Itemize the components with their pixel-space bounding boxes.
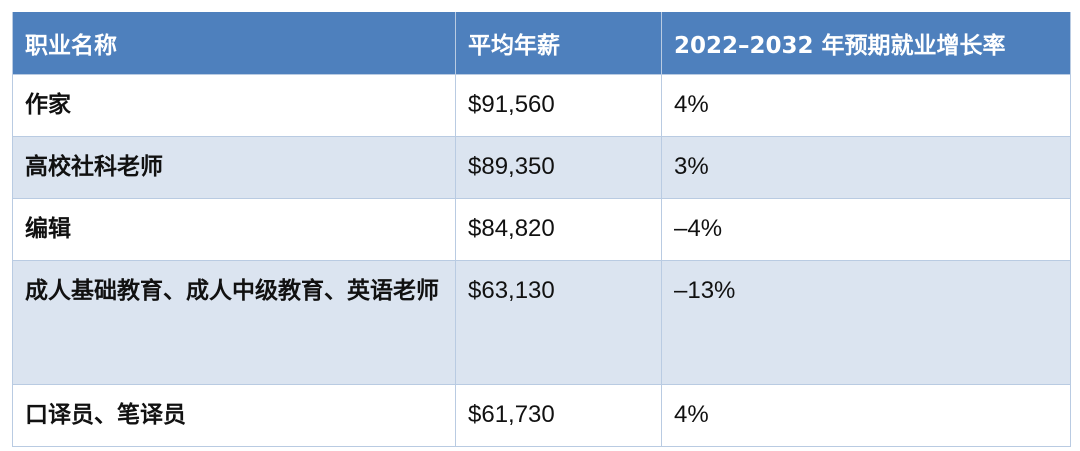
- table-header-row: 职业名称 平均年薪 2022–2032 年预期就业增长率: [12, 12, 1071, 75]
- cell-growth: 4%: [661, 74, 1071, 137]
- cell-occupation: 作家: [12, 74, 456, 137]
- cell-salary: $84,820: [455, 198, 662, 261]
- cell-growth: 4%: [661, 384, 1071, 447]
- header-salary: 平均年薪: [455, 12, 662, 75]
- cell-salary: $61,730: [455, 384, 662, 447]
- cell-growth: 3%: [661, 136, 1071, 199]
- cell-salary: $89,350: [455, 136, 662, 199]
- cell-growth: –4%: [661, 198, 1071, 261]
- cell-salary: $63,130: [455, 260, 662, 385]
- header-occupation: 职业名称: [12, 12, 456, 75]
- header-growth: 2022–2032 年预期就业增长率: [661, 12, 1071, 75]
- cell-occupation: 高校社科老师: [12, 136, 456, 199]
- cell-occupation: 成人基础教育、成人中级教育、英语老师: [12, 260, 456, 385]
- career-salary-table: 职业名称 平均年薪 2022–2032 年预期就业增长率 作家 $91,560 …: [12, 12, 1071, 447]
- table-row: 口译员、笔译员 $61,730 4%: [12, 384, 1071, 447]
- cell-salary: $91,560: [455, 74, 662, 137]
- table-row: 成人基础教育、成人中级教育、英语老师 $63,130 –13%: [12, 260, 1071, 385]
- table-row: 高校社科老师 $89,350 3%: [12, 136, 1071, 199]
- cell-occupation: 口译员、笔译员: [12, 384, 456, 447]
- table-row: 作家 $91,560 4%: [12, 74, 1071, 137]
- cell-growth: –13%: [661, 260, 1071, 385]
- table-row: 编辑 $84,820 –4%: [12, 198, 1071, 261]
- cell-occupation: 编辑: [12, 198, 456, 261]
